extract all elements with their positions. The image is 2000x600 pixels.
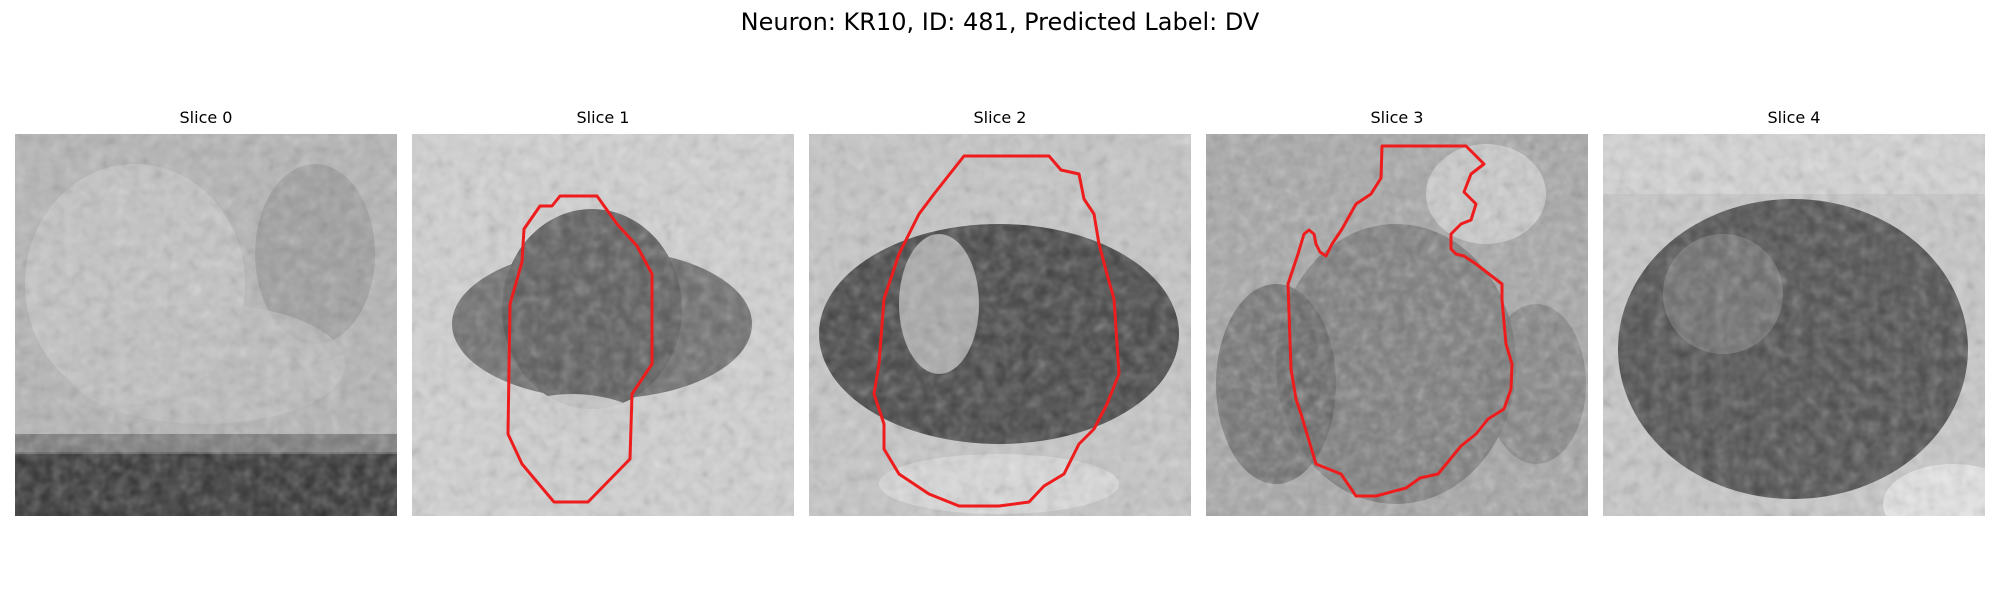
- slice-3-image: [1206, 134, 1588, 516]
- slice-3-panel: [1206, 134, 1588, 516]
- slice-1-image: [412, 134, 794, 516]
- slice-0-panel: [15, 134, 397, 516]
- figure-title: Neuron: KR10, ID: 481, Predicted Label: …: [740, 8, 1260, 36]
- slice-1-panel: [412, 134, 794, 516]
- slice-2-contour: [872, 154, 1121, 508]
- slice-0-image: [15, 134, 397, 516]
- slice-1-title: Slice 1: [576, 108, 630, 127]
- slice-0-title: Slice 0: [179, 108, 233, 127]
- slice-2-panel: [809, 134, 1191, 516]
- slice-2-title: Slice 2: [973, 108, 1027, 127]
- slice-4-title: Slice 4: [1767, 108, 1821, 127]
- slice-2-image: [809, 134, 1191, 516]
- slice-3-contour: [1286, 144, 1514, 498]
- slice-4-panel: [1603, 134, 1985, 516]
- slice-3-title: Slice 3: [1370, 108, 1424, 127]
- slice-1-contour: [506, 194, 654, 504]
- slice-4-image: [1603, 134, 1985, 516]
